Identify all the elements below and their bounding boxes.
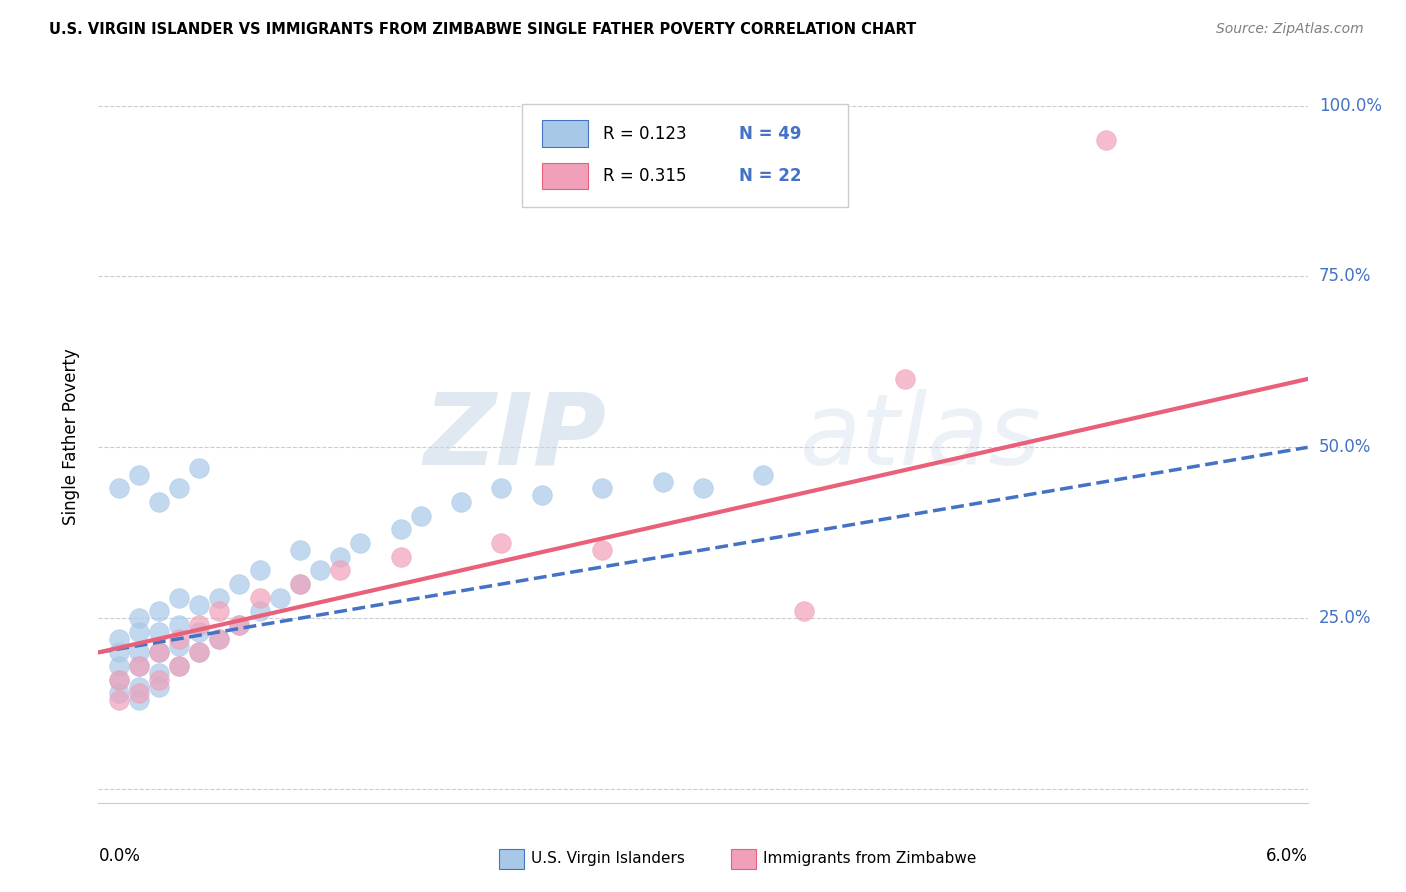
Point: [309, 563, 332, 577]
Point: [208, 604, 231, 618]
Point: [107, 686, 129, 700]
Point: [188, 645, 211, 659]
Text: 50.0%: 50.0%: [1319, 438, 1371, 457]
Point: [148, 495, 170, 509]
Point: [692, 481, 714, 495]
Point: [288, 577, 311, 591]
Point: [228, 618, 250, 632]
Point: [208, 632, 231, 646]
Point: [167, 481, 190, 495]
Point: [128, 693, 150, 707]
Point: [167, 591, 190, 605]
Point: [530, 488, 553, 502]
Point: [228, 618, 250, 632]
Point: [591, 542, 613, 557]
Point: [208, 591, 231, 605]
Point: [752, 467, 775, 482]
Text: 25.0%: 25.0%: [1319, 609, 1371, 627]
Point: [167, 659, 190, 673]
Point: [167, 659, 190, 673]
Text: N = 49: N = 49: [740, 125, 801, 143]
Point: [288, 542, 311, 557]
Point: [128, 659, 150, 673]
Point: [228, 577, 250, 591]
Point: [148, 680, 170, 694]
Point: [107, 673, 129, 687]
Point: [893, 372, 915, 386]
Text: R = 0.123: R = 0.123: [603, 125, 686, 143]
Point: [107, 673, 129, 687]
FancyBboxPatch shape: [522, 104, 848, 207]
Point: [450, 495, 472, 509]
Point: [107, 645, 129, 659]
Point: [128, 659, 150, 673]
Point: [167, 639, 190, 653]
Point: [107, 632, 129, 646]
Point: [128, 624, 150, 639]
Point: [288, 577, 311, 591]
Text: N = 22: N = 22: [740, 167, 801, 185]
Point: [1095, 133, 1118, 147]
Point: [249, 591, 271, 605]
Point: [128, 467, 150, 482]
Point: [208, 632, 231, 646]
Point: [249, 563, 271, 577]
Point: [167, 618, 190, 632]
Text: U.S. VIRGIN ISLANDER VS IMMIGRANTS FROM ZIMBABWE SINGLE FATHER POVERTY CORRELATI: U.S. VIRGIN ISLANDER VS IMMIGRANTS FROM …: [49, 22, 917, 37]
Point: [167, 632, 190, 646]
Point: [148, 645, 170, 659]
Point: [249, 604, 271, 618]
Point: [148, 645, 170, 659]
Point: [128, 686, 150, 700]
Point: [269, 591, 291, 605]
Point: [329, 563, 352, 577]
FancyBboxPatch shape: [543, 163, 588, 189]
Point: [148, 673, 170, 687]
Point: [409, 508, 432, 523]
Point: [188, 598, 211, 612]
Point: [591, 481, 613, 495]
Text: U.S. Virgin Islanders: U.S. Virgin Islanders: [531, 852, 685, 866]
Text: 75.0%: 75.0%: [1319, 268, 1371, 285]
Point: [107, 481, 129, 495]
Point: [128, 680, 150, 694]
Point: [329, 549, 352, 564]
Point: [188, 624, 211, 639]
Text: Immigrants from Zimbabwe: Immigrants from Zimbabwe: [763, 852, 977, 866]
Point: [188, 645, 211, 659]
Point: [107, 659, 129, 673]
Text: Source: ZipAtlas.com: Source: ZipAtlas.com: [1216, 22, 1364, 37]
Point: [793, 604, 815, 618]
Point: [188, 460, 211, 475]
Point: [491, 536, 513, 550]
Text: 6.0%: 6.0%: [1265, 847, 1308, 864]
Text: R = 0.315: R = 0.315: [603, 167, 686, 185]
Text: 100.0%: 100.0%: [1319, 96, 1382, 114]
Point: [148, 604, 170, 618]
Point: [188, 618, 211, 632]
Text: 0.0%: 0.0%: [98, 847, 141, 864]
Point: [651, 475, 673, 489]
FancyBboxPatch shape: [543, 120, 588, 146]
Point: [349, 536, 371, 550]
Point: [128, 645, 150, 659]
Point: [128, 611, 150, 625]
Point: [148, 665, 170, 680]
Point: [491, 481, 513, 495]
Point: [389, 522, 412, 536]
Text: ZIP: ZIP: [423, 389, 606, 485]
Point: [148, 624, 170, 639]
Text: atlas: atlas: [800, 389, 1042, 485]
Point: [107, 693, 129, 707]
Y-axis label: Single Father Poverty: Single Father Poverty: [62, 349, 80, 525]
Point: [389, 549, 412, 564]
